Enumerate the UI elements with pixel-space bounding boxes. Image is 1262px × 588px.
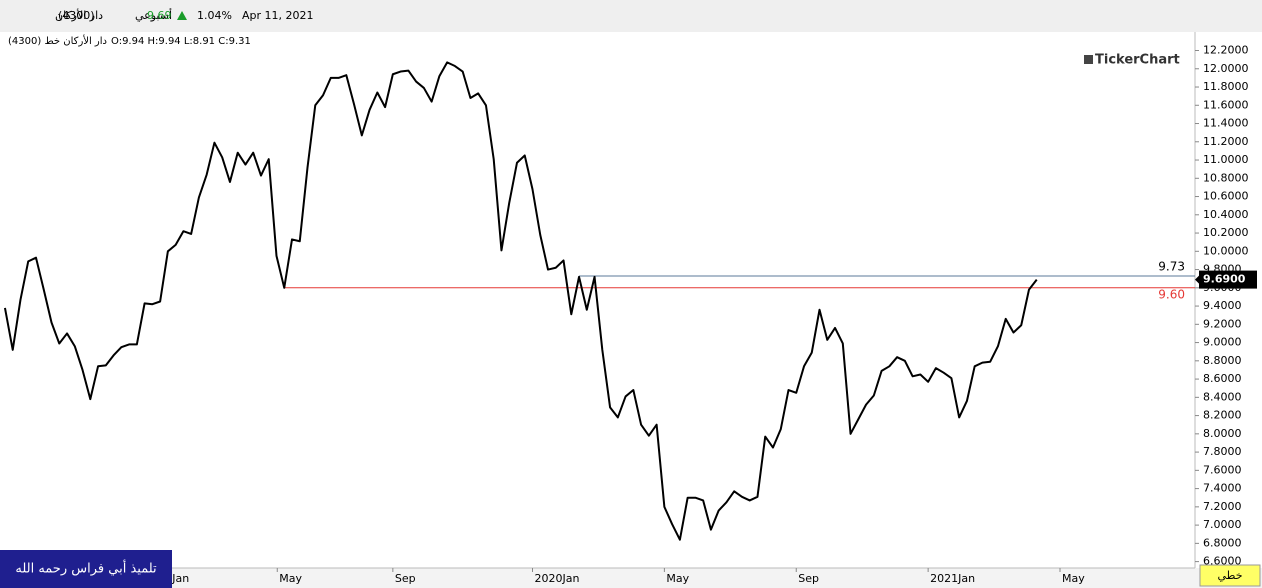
x-tick-label: May [1062, 572, 1085, 585]
x-tick-label: Jan [171, 572, 189, 585]
up-arrow [177, 11, 187, 20]
y-tick-label: 11.0000 [1203, 153, 1249, 166]
y-tick-label: 8.4000 [1203, 390, 1242, 403]
y-tick-label: 11.8000 [1203, 80, 1249, 93]
y-tick-label: 12.2000 [1203, 44, 1249, 57]
last-price-pointer [1195, 274, 1200, 285]
last-price-label: 9.6900 [1203, 273, 1246, 286]
legend-name: (4300) دار الأركان خط [8, 34, 107, 47]
y-tick-label: 6.8000 [1203, 536, 1242, 549]
footer-left: تلميذ أبي فراس رحمه الله [15, 560, 157, 577]
footer-right-box [1199, 564, 1261, 587]
y-tick-label: 11.2000 [1203, 135, 1249, 148]
y-tick-label: 8.6000 [1203, 372, 1242, 385]
ohlc: O:9.94 H:9.94 L:8.91 C:9.31 [111, 36, 251, 47]
x-axis-bar [0, 568, 1262, 588]
y-tick-label: 12.0000 [1203, 62, 1249, 75]
y-tick-label: 6.6000 [1203, 555, 1242, 568]
x-tick-label: 2020Jan [534, 572, 579, 585]
y-tick-label: 9.4000 [1203, 299, 1242, 312]
horizontal-line-label: 9.60 [1158, 287, 1185, 301]
y-tick-label: 9.0000 [1203, 336, 1242, 349]
x-tick-label: 2021Jan [930, 572, 975, 585]
x-tick-label: May [666, 572, 689, 585]
y-tick-label: 10.4000 [1203, 208, 1249, 221]
x-tick-label: Sep [798, 572, 819, 585]
y-tick-label: 7.6000 [1203, 463, 1242, 476]
x-tick-label: May [279, 572, 302, 585]
y-tick-label: 9.2000 [1203, 317, 1242, 330]
footer-right: خطي [1218, 569, 1243, 582]
header-bar [0, 0, 1262, 32]
y-tick-label: 10.2000 [1203, 226, 1249, 239]
y-tick-label: 8.2000 [1203, 409, 1242, 422]
y-tick-label: 10.8000 [1203, 171, 1249, 184]
header-price: 9.69 [147, 9, 172, 22]
last-price-box [1199, 270, 1257, 289]
header-date: Apr 11, 2021 [242, 9, 314, 22]
y-tick-label: 7.8000 [1203, 445, 1242, 458]
y-tick-label: 11.4000 [1203, 117, 1249, 130]
y-tick-label: 8.8000 [1203, 354, 1242, 367]
header-name: دار الأركان [55, 8, 103, 22]
horizontal-line-label: 9.73 [1158, 259, 1185, 273]
y-tick-label: 7.2000 [1203, 500, 1242, 513]
y-tick-label: 7.4000 [1203, 482, 1242, 495]
y-tick-label: 7.0000 [1203, 518, 1242, 531]
watermark: TickerChart [1095, 53, 1180, 68]
header-interval: أسبوعي [135, 8, 172, 22]
logo-icon [1084, 55, 1093, 64]
header-code: (4300) [58, 9, 95, 22]
footer-left-box [0, 550, 172, 588]
y-tick-label: 11.6000 [1203, 98, 1249, 111]
y-tick-label: 8.0000 [1203, 427, 1242, 440]
x-tick-label: Sep [395, 572, 416, 585]
y-tick-label: 10.0000 [1203, 244, 1249, 257]
y-tick-label: 10.6000 [1203, 190, 1249, 203]
plot: 6.6000 6.8000 7.0000 7.2000 7.4000 7.6000 7.80… [3, 44, 1257, 585]
price-line [3, 61, 1038, 541]
header-change: 1.04% [197, 9, 232, 22]
